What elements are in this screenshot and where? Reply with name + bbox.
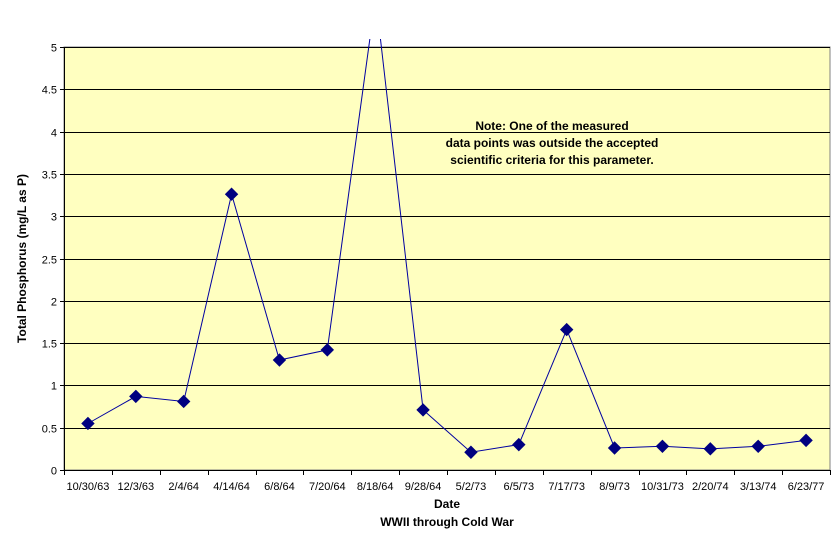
data-point	[799, 433, 813, 448]
note-line: data points was outside the accepted	[446, 136, 659, 150]
data-point	[464, 445, 478, 459]
x-tick-label: 8/18/64	[357, 481, 394, 493]
x-tick-label: 7/20/64	[309, 481, 346, 493]
data-point	[751, 439, 765, 454]
note-line: Note: One of the measured	[475, 119, 628, 133]
y-axis-ticks: 0 0.5 1 1.5 2 2.5 3 3.5 4 4.5 5	[42, 43, 830, 478]
data-point	[416, 403, 430, 417]
x-tick-label: 10/30/63	[67, 481, 110, 493]
y-tick-label: 3.5	[42, 170, 57, 182]
x-tick-label: 6/23/77	[788, 481, 825, 493]
gridlines	[64, 47, 830, 429]
y-axis-title: Total Phosphorus (mg/L as P)	[15, 174, 29, 343]
x-tick-label: 8/9/73	[599, 481, 630, 493]
data-point	[703, 442, 718, 456]
note-annotation: Note: One of the measured data points was…	[446, 119, 659, 167]
y-tick-label: 1	[51, 381, 57, 393]
y-tick-label: 2	[51, 297, 57, 309]
y-tick-label: 0.5	[42, 424, 57, 436]
plot-area	[63, 46, 831, 471]
y-tick-label: 2.5	[42, 255, 57, 267]
data-point	[607, 441, 622, 455]
x-axis-ticks: 10/30/63 12/3/63 2/4/64 4/14/64 6/8/64 7/20/6…	[64, 470, 831, 493]
series-segment	[379, 39, 807, 453]
x-tick-label: 9/28/64	[405, 481, 442, 493]
data-point	[655, 439, 670, 454]
x-tick-label: 6/8/64	[264, 481, 295, 493]
x-tick-label: 5/2/73	[456, 481, 487, 493]
x-tick-label: 10/31/73	[641, 481, 684, 493]
x-tick-label: 7/17/73	[548, 481, 585, 493]
x-axis-subtitle: WWII through Cold War	[380, 515, 514, 529]
y-tick-label: 4.5	[42, 85, 57, 97]
data-point	[129, 389, 143, 404]
series-markers	[81, 187, 813, 459]
x-tick-label: 4/14/64	[213, 481, 250, 493]
x-tick-label: 2/4/64	[168, 481, 199, 493]
y-tick-label: 4	[51, 128, 57, 140]
x-tick-label: 2/20/74	[692, 481, 729, 493]
x-tick-label: 6/5/73	[504, 481, 535, 493]
y-tick-label: 0	[51, 466, 57, 478]
x-tick-label: 3/13/74	[740, 481, 777, 493]
x-tick-label: 12/3/63	[117, 481, 154, 493]
data-point	[320, 343, 335, 357]
y-tick-label: 1.5	[42, 339, 57, 351]
data-point	[512, 437, 526, 452]
data-point	[559, 322, 574, 337]
y-tick-label: 5	[51, 43, 57, 55]
data-point	[272, 353, 287, 367]
data-point	[81, 416, 95, 431]
x-axis-title: Date	[434, 497, 460, 511]
note-line: scientific criteria for this parameter.	[450, 153, 653, 167]
y-tick-label: 3	[51, 212, 57, 224]
data-point	[176, 394, 191, 409]
data-point	[224, 187, 239, 201]
